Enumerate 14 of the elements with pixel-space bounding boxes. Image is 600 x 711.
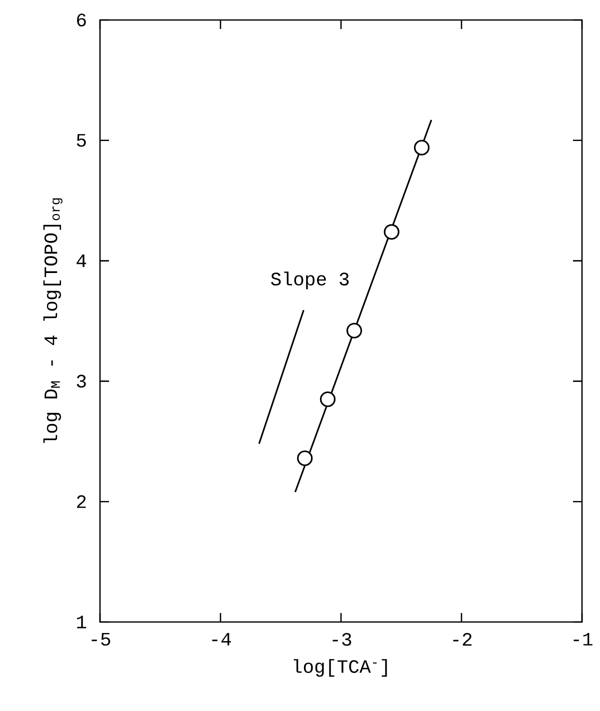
y-axis-title: log D$_{M}$ - 4 log[TOPO]$_{org}$ — [43, 198, 62, 443]
y-tick-label: 2 — [77, 495, 86, 508]
y-tick-label: 1 — [77, 616, 86, 628]
y-tick-label: 4 — [76, 254, 86, 268]
y-tick-label: 3 — [76, 374, 86, 388]
y-tick-label: 6 — [77, 14, 86, 26]
x-tick-label: -5 — [92, 632, 110, 646]
annotation: Slope 3 — [271, 272, 349, 290]
x-axis-title: log[TCA$^{-}$] — [294, 659, 387, 677]
x-tick-label: -4 — [212, 632, 231, 646]
y-tick-label: 5 — [76, 134, 86, 147]
x-tick-label: -3 — [332, 632, 352, 646]
x-tick-label: -1 — [574, 632, 592, 646]
x-tick-label: -2 — [453, 632, 472, 646]
